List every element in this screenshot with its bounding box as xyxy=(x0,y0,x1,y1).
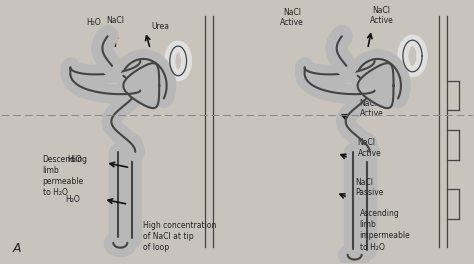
Text: NaCl
Passive: NaCl Passive xyxy=(356,178,384,197)
Text: NaCl: NaCl xyxy=(106,16,124,25)
Text: NaCl
Active: NaCl Active xyxy=(360,99,383,118)
Text: H₂O: H₂O xyxy=(68,155,82,164)
Text: High concentration
of NaCl at tip
of loop: High concentration of NaCl at tip of loo… xyxy=(143,221,217,252)
Text: Ascending
limb
impermeable
to H₂O: Ascending limb impermeable to H₂O xyxy=(360,209,410,252)
Text: NaCl
Active: NaCl Active xyxy=(280,8,304,27)
Text: Descending
limb
permeable
to H₂O: Descending limb permeable to H₂O xyxy=(43,155,88,197)
Text: A: A xyxy=(13,242,21,255)
Polygon shape xyxy=(358,63,393,108)
Text: NaCl
Active: NaCl Active xyxy=(370,6,393,25)
Text: Urea: Urea xyxy=(151,22,169,31)
Text: H₂O: H₂O xyxy=(86,18,101,27)
Text: NaCl
Active: NaCl Active xyxy=(358,138,382,158)
Polygon shape xyxy=(123,63,159,108)
Text: H₂O: H₂O xyxy=(66,195,81,204)
